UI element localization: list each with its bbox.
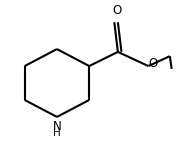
Text: O: O [112, 4, 121, 17]
Text: H: H [53, 128, 61, 137]
Text: N: N [53, 120, 61, 133]
Text: O: O [148, 57, 158, 70]
